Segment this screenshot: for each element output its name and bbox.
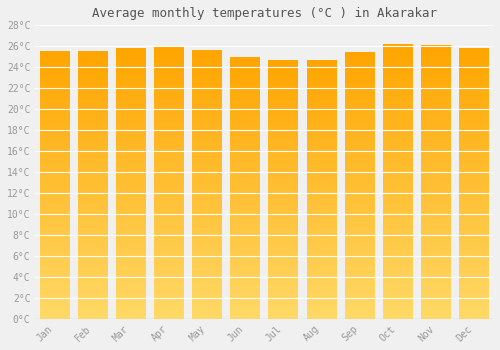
Title: Average monthly temperatures (°C ) in Akarakar: Average monthly temperatures (°C ) in Ak… [92,7,436,20]
